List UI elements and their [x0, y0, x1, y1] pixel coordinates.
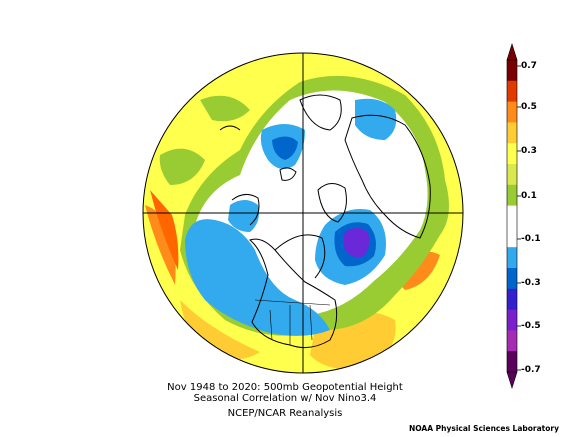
field-purple-core: [343, 228, 370, 258]
colorbar-segment: [507, 143, 517, 165]
field-green-north: [200, 95, 250, 122]
colorbar-label-1: 0.5: [521, 102, 537, 112]
colorbar-segment: [507, 205, 517, 227]
colorbar-segment: [507, 247, 517, 269]
coastline-hudson: [274, 234, 326, 279]
colorbar-label-4: -0.1: [521, 234, 541, 244]
colorbar-segment: [507, 80, 517, 102]
colorbar-segment: [507, 164, 517, 186]
colorbar-label-6: -0.5: [521, 321, 541, 331]
colorbar-label-7: -0.7: [521, 365, 541, 375]
colorbar-segment: [507, 309, 517, 331]
colorbar-label-2: 0.3: [521, 146, 537, 156]
colorbar-segment: [507, 288, 517, 310]
colorbar-frame: [506, 59, 518, 373]
colorbar-label-5: -0.3: [521, 278, 541, 288]
field-lightblue-southwest: [185, 219, 330, 336]
colorbar-segment: [507, 351, 517, 373]
coastline-eurasia: [344, 114, 431, 239]
coastlines: [219, 94, 431, 349]
border-us-states: [269, 304, 313, 345]
political-borders: [254, 299, 331, 345]
field-lightblue-siberia: [355, 98, 397, 140]
colorbar-label-0: 0.7: [521, 61, 537, 71]
caption-subtitle: Seasonal Correlation w/ Nov Nino3.4: [193, 393, 377, 404]
polar-map-disk: [143, 53, 463, 373]
coastline-islands: [279, 167, 297, 181]
credit-text: NOAA Physical Sciences Laboratory: [408, 424, 559, 433]
colorbar-segment: [507, 330, 517, 352]
coastline-greenland: [317, 183, 347, 223]
caption-source: NCEP/NCAR Reanalysis: [227, 408, 343, 419]
colorbar-segment: [507, 101, 517, 123]
colorbar-arrow-bottom: [506, 371, 518, 390]
field-orange-west-core: [150, 190, 179, 270]
map-border: [142, 52, 464, 374]
colorbar-label-3: 0.1: [521, 191, 537, 201]
coastline-north-america: [248, 238, 338, 349]
border-us-canada: [254, 299, 331, 306]
colorbar: [506, 42, 521, 390]
colorbar-segment: [507, 184, 517, 206]
coastline-siberia-north: [299, 94, 342, 131]
caption-title: Nov 1948 to 2020: 500mb Geopotential Hei…: [167, 382, 403, 393]
field-green-west: [159, 148, 205, 185]
field-blue-arctic: [272, 136, 298, 160]
colorbar-segment: [507, 268, 517, 290]
colorbar-arrow-top: [506, 42, 518, 61]
colorbar-segment: [507, 60, 517, 82]
coastline-alaska: [231, 194, 260, 226]
colorbar-segment: [507, 226, 517, 248]
coastline-kamchatka: [219, 125, 241, 131]
colorbar-segment: [507, 122, 517, 144]
